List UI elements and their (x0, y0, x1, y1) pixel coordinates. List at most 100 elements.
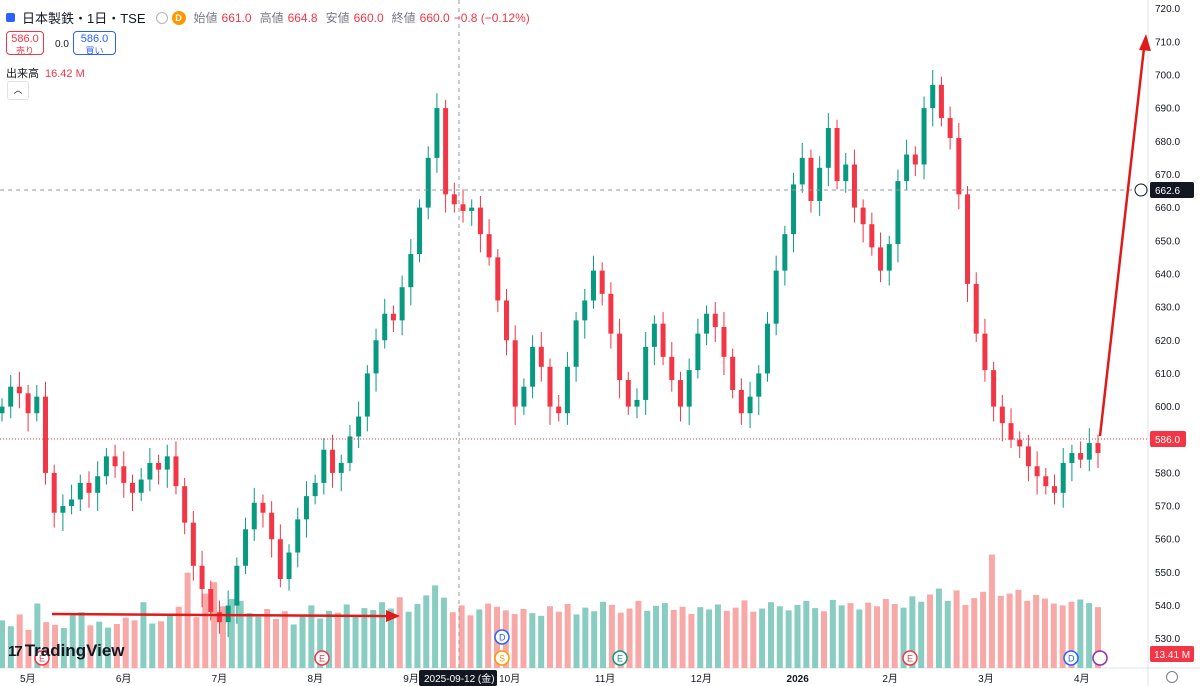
candle-body (504, 300, 510, 341)
time-tick-label: 11月 (595, 673, 615, 685)
collapse-legend-button[interactable]: ︿ (7, 81, 29, 100)
candle-body (347, 436, 353, 463)
volume-bar (582, 607, 589, 668)
volume-bar (476, 609, 483, 668)
volume-bar (1086, 603, 1093, 668)
candle-body (538, 346, 544, 367)
candle-body (443, 108, 449, 195)
candle-body (295, 519, 301, 553)
candle-body (1086, 443, 1092, 460)
volume-bar (96, 621, 103, 668)
dividend-badge-icon[interactable]: D (171, 10, 186, 25)
volume-bar (874, 606, 881, 668)
price-tick-label: 550.0 (1155, 568, 1180, 579)
candle-body (469, 207, 475, 211)
volume-bar (812, 608, 819, 668)
close-label: 終値 (391, 11, 416, 25)
candle-body (608, 293, 614, 334)
candle-body (869, 224, 875, 248)
volume-bar (1024, 600, 1031, 668)
candle-body (878, 247, 884, 271)
sell-button[interactable]: 586.0 売り (6, 31, 44, 56)
buy-button[interactable]: 586.0 買い (73, 31, 116, 56)
volume-bar (34, 603, 41, 668)
last-price-tag (1150, 431, 1186, 447)
price-tick-label: 620.0 (1155, 336, 1180, 347)
volume-bar (219, 606, 226, 668)
volume-bar (1095, 607, 1101, 668)
volume-bar (997, 595, 1004, 668)
event-marker-icon (314, 650, 330, 666)
volume-bar (334, 612, 341, 668)
candle-body (791, 184, 797, 235)
candle-body (25, 393, 31, 414)
candle-body (1025, 446, 1031, 467)
close-value: 660.0 (419, 10, 450, 25)
horizontal-arrow-head (386, 610, 400, 622)
candle-body (147, 462, 153, 480)
volume-bar (856, 609, 863, 668)
candle-body (1034, 466, 1040, 477)
candle-body (1069, 453, 1075, 463)
candle-body (956, 137, 962, 195)
candle-body (103, 456, 109, 477)
visibility-icon[interactable] (155, 11, 168, 24)
candle-body (556, 406, 562, 414)
candle-body (138, 479, 144, 493)
candle-body (51, 472, 57, 513)
upward-arrow-head (1139, 34, 1151, 51)
price-tick-label: 660.0 (1155, 203, 1180, 214)
volume-bar (538, 615, 545, 668)
candle-body (634, 399, 640, 407)
volume-bar (776, 606, 783, 668)
volume-bar (317, 618, 324, 668)
candle-body (286, 552, 292, 580)
candle-body (425, 157, 431, 208)
time-tick-label: 8月 (307, 673, 323, 685)
volume-bar (821, 611, 827, 668)
tradingview-logo[interactable]: 17 TradingView (8, 641, 125, 661)
candle-body (564, 366, 570, 414)
candle-body (764, 323, 770, 374)
price-tick-label: 610.0 (1155, 369, 1180, 380)
candle-body (182, 486, 188, 523)
volume-bar (847, 603, 854, 668)
crosshair-price-text: 662.6 (1155, 186, 1180, 197)
candle-body (60, 506, 66, 513)
candle-body (303, 496, 309, 520)
volume-bar (723, 610, 730, 668)
volume-bar (741, 600, 748, 668)
candle-body (660, 323, 666, 357)
candle-body (617, 333, 623, 381)
volume-bar (458, 605, 465, 668)
brand-name: TradingView (24, 641, 125, 660)
volume-legend: 出来高 16.42 M (6, 65, 85, 81)
volume-bar (308, 605, 315, 668)
candle-body (356, 416, 362, 437)
candle-body (390, 313, 396, 321)
volume-bar (529, 613, 536, 668)
event-marker-label: E (617, 654, 623, 664)
volume-bar (16, 614, 23, 668)
candle-body (234, 565, 240, 606)
volume-bar (290, 624, 297, 668)
candle-body (451, 194, 457, 205)
candle-body (582, 300, 588, 321)
time-tick-label: 6月 (116, 673, 132, 685)
event-marker-label: D (499, 633, 506, 643)
crosshair-price-tag (1150, 182, 1194, 198)
candle-body (364, 373, 370, 417)
candle-body (69, 499, 75, 507)
symbol-title[interactable]: 日本製鉄・1日・TSE (22, 11, 146, 26)
volume-bar (299, 616, 306, 668)
volume-bar (688, 613, 695, 668)
volume-bar (273, 618, 279, 668)
candle-body (547, 366, 553, 407)
time-tick-label: 4月 (1074, 673, 1090, 685)
candle-body (312, 482, 318, 497)
volume-bar (202, 593, 209, 668)
settings-gear-icon[interactable] (1166, 671, 1178, 683)
volume-bar (414, 604, 421, 668)
candle-body (251, 502, 257, 530)
